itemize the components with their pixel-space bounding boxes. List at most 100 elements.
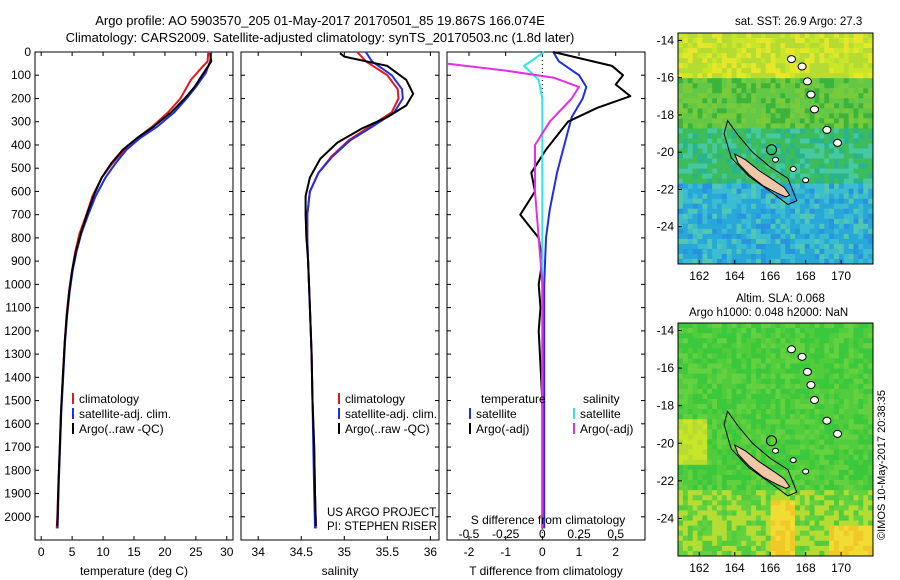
legend-entry: Argo(-adj) bbox=[580, 422, 633, 436]
lat-tick-label: -22 bbox=[657, 474, 675, 488]
vanuatu-island bbox=[822, 125, 832, 134]
x-tick-label: 20 bbox=[158, 545, 172, 559]
x-tick-label: 2 bbox=[612, 545, 619, 559]
s-difference-label: S difference from climatology bbox=[471, 513, 626, 527]
x-tick-label: 36 bbox=[424, 545, 438, 559]
map-frame bbox=[677, 32, 874, 265]
lon-tick-label: 164 bbox=[725, 269, 745, 283]
loyalty-island bbox=[802, 177, 810, 184]
map-color-field bbox=[678, 33, 874, 265]
lon-tick-label: 166 bbox=[760, 561, 780, 575]
reef-outline bbox=[723, 410, 798, 497]
x-tick-label: 15 bbox=[127, 545, 141, 559]
salinity-panel: 34 34.5 35 35.5 36 salinity climatologysatelli… bbox=[240, 51, 440, 578]
s-tick-label: 0.5 bbox=[607, 527, 624, 541]
y-tick-label: 1200 bbox=[4, 324, 31, 338]
imos-watermark: ©IMOS 10-May-2017 20:38:35 bbox=[876, 390, 888, 540]
vanuatu-island bbox=[802, 77, 812, 86]
legend-entry: climatology bbox=[345, 392, 405, 406]
y-tick-label: 800 bbox=[11, 231, 31, 245]
s-tick-label: -0.5 bbox=[459, 527, 480, 541]
vanuatu-island bbox=[806, 90, 816, 99]
plot-frame bbox=[446, 51, 646, 541]
series-line-argo-raw-qc- bbox=[304, 52, 415, 527]
y-tick-label: 1300 bbox=[4, 347, 31, 361]
lat-tick-label: -24 bbox=[657, 511, 675, 525]
y-tick-label: 900 bbox=[11, 254, 31, 268]
new-caledonia-island bbox=[733, 444, 791, 489]
y-tick-label: 400 bbox=[11, 138, 31, 152]
new-caledonia-island bbox=[733, 153, 791, 198]
lat-tick-label: -20 bbox=[657, 436, 675, 450]
y-tick-label: 1100 bbox=[5, 301, 31, 315]
series-line-argo-raw-qc- bbox=[56, 53, 213, 527]
x-tick-label: 5 bbox=[69, 545, 76, 559]
lat-tick-label: -20 bbox=[657, 145, 675, 159]
vanuatu-island bbox=[833, 138, 843, 147]
y-tick-label: 1800 bbox=[4, 463, 31, 477]
vanuatu-island bbox=[797, 62, 807, 71]
y-tick-label: 1400 bbox=[4, 370, 31, 384]
lat-tick-label: -18 bbox=[657, 108, 675, 122]
argo-location-marker bbox=[765, 435, 777, 447]
y-tick-label: 1900 bbox=[4, 487, 31, 501]
loyalty-island bbox=[789, 165, 797, 172]
loyalty-island bbox=[789, 457, 797, 464]
vanuatu-island bbox=[822, 416, 832, 425]
legend-entry: climatology bbox=[79, 392, 139, 406]
y-tick-label: 300 bbox=[11, 115, 31, 129]
y-tick-label: 700 bbox=[11, 208, 31, 222]
lat-tick-label: -18 bbox=[657, 399, 675, 413]
legend-heading-salinity: salinity bbox=[583, 392, 620, 406]
x-tick-label: 34 bbox=[252, 545, 266, 559]
lat-tick-label: -14 bbox=[657, 324, 675, 338]
reef-outline bbox=[723, 119, 798, 205]
y-tick-label: 2000 bbox=[4, 510, 31, 524]
vanuatu-island bbox=[806, 381, 816, 390]
figure-title-line-1: Argo profile: AO 5903570_205 01-May-2017… bbox=[95, 13, 545, 28]
vanuatu-island bbox=[797, 352, 807, 361]
sla-map-title: Altim. SLA: 0.068 bbox=[736, 293, 825, 305]
vanuatu-island bbox=[786, 55, 796, 64]
lat-tick-label: -14 bbox=[657, 33, 675, 47]
vanuatu-island bbox=[833, 429, 843, 438]
legend-entry: Argo(..raw -QC) bbox=[345, 422, 430, 436]
x-tick-label: 10 bbox=[96, 545, 110, 559]
x-axis-label: salinity bbox=[322, 564, 359, 578]
x-tick-label: 30 bbox=[220, 545, 234, 559]
x-axis-label: T difference from climatology bbox=[469, 564, 623, 578]
lat-tick-label: -22 bbox=[657, 182, 675, 196]
y-tick-label: 500 bbox=[11, 161, 31, 175]
s-tick-label: -0.25 bbox=[492, 527, 520, 541]
loyalty-island bbox=[772, 447, 779, 454]
legend-entry: satellite-adj. clim. bbox=[345, 407, 437, 421]
x-tick-label: 1 bbox=[576, 545, 583, 559]
legend-entry: satellite bbox=[580, 407, 621, 421]
y-tick-label: 0 bbox=[24, 45, 31, 59]
x-tick-label: 35.5 bbox=[376, 545, 400, 559]
x-tick-label: -2 bbox=[464, 545, 475, 559]
loyalty-island bbox=[772, 156, 779, 163]
figure-title-line-2: Climatology: CARS2009. Satellite-adjuste… bbox=[65, 30, 575, 45]
s-tick-label: 0 bbox=[539, 527, 546, 541]
y-tick-label: 1700 bbox=[4, 440, 31, 454]
lon-tick-label: 168 bbox=[796, 561, 816, 575]
y-tick-label: 1500 bbox=[4, 394, 31, 408]
lat-tick-label: -24 bbox=[657, 220, 675, 234]
vanuatu-island bbox=[810, 396, 819, 405]
x-tick-label: 25 bbox=[189, 545, 203, 559]
series-line-temperature-satellite bbox=[543, 51, 588, 529]
sst-map-title: sat. SST: 26.9 Argo: 27.3 bbox=[735, 16, 862, 28]
difference-panel: -2 -1 0 1 2 T difference from climatology S di… bbox=[446, 51, 646, 578]
sla-map-subtitle: Argo h1000: 0.048 h2000: NaN bbox=[689, 307, 848, 319]
x-tick-label: 0 bbox=[539, 545, 546, 559]
legend-entry: Argo(..raw -QC) bbox=[79, 422, 164, 436]
legend-heading-temperature: temperature bbox=[481, 392, 546, 406]
temperature-panel: 0 5 10 15 20 25 30 temperature (deg C) 0 100 200 30… bbox=[4, 45, 234, 578]
pi-annotation: PI: STEPHEN RISER bbox=[327, 521, 437, 533]
map-color-field bbox=[678, 323, 874, 557]
legend-entry: satellite bbox=[476, 407, 517, 421]
x-tick-label: 34.5 bbox=[290, 545, 314, 559]
y-tick-label: 600 bbox=[11, 184, 31, 198]
